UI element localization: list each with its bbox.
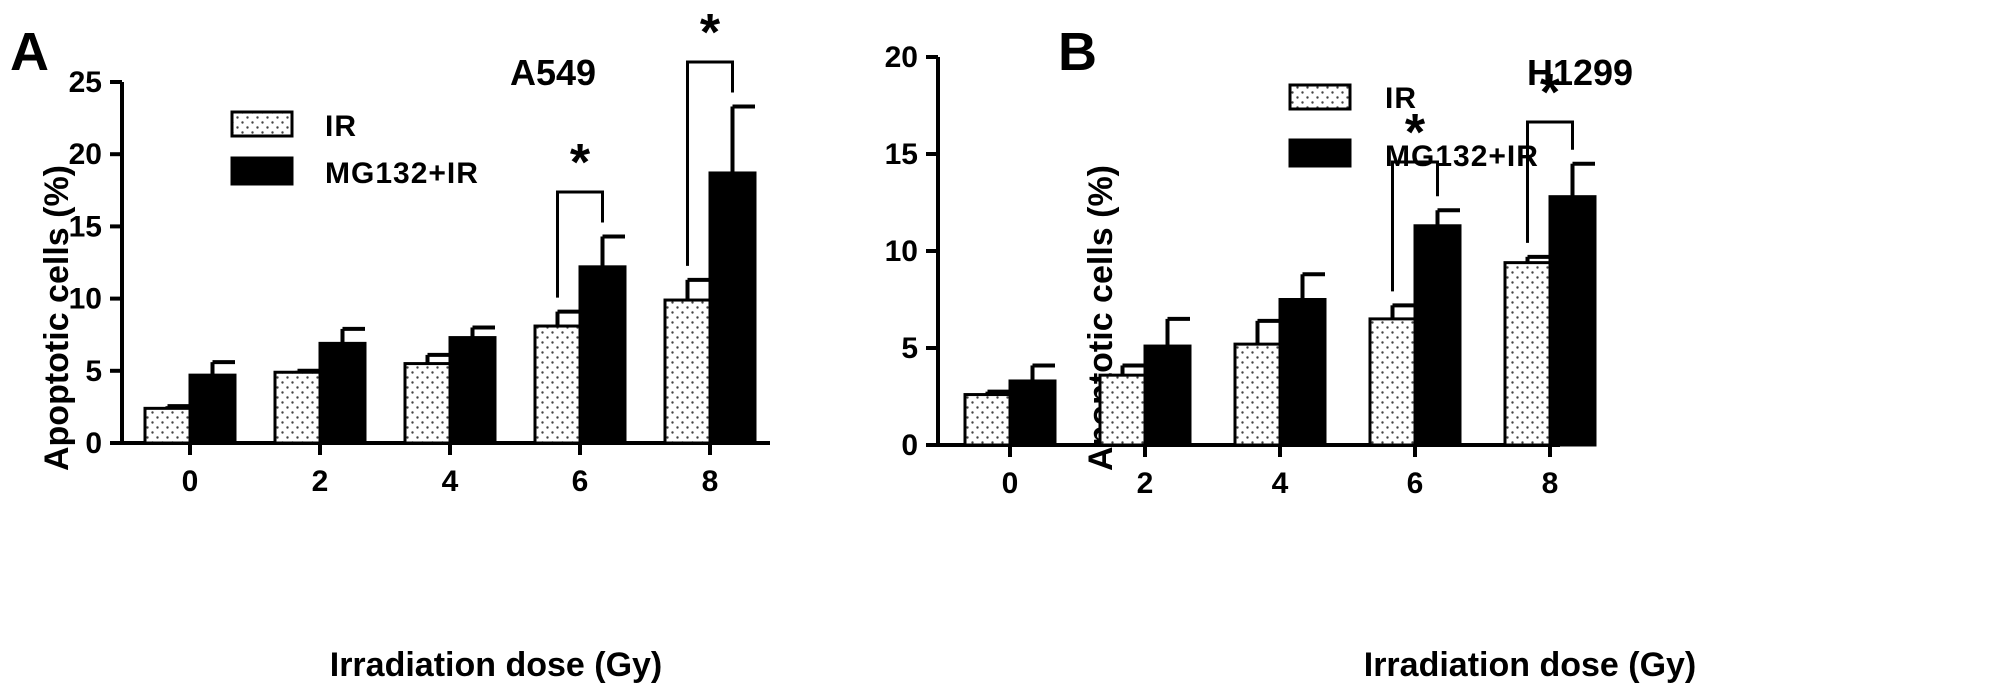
plot-area-b: 0 5 10 15 20 0 2 4 6 8 * * [885,41,1597,500]
bar-ir-b [1233,342,1282,447]
significance-star-b: * [1405,104,1426,162]
bar-ir-a [403,362,452,445]
y-tick-label-b: 5 [901,332,918,365]
x-tick-label-b: 0 [1002,467,1019,500]
plot-area-a: 0 5 10 15 20 25 0 2 4 6 8 * * [69,4,770,498]
y-axis-label-a: Apoptotic cells (%) [38,165,76,471]
chart-title-b: H1299 [1527,52,1633,93]
legend-label-mg132-a: MG132+IR [325,157,479,190]
y-tick-label-a: 5 [85,355,102,388]
x-tick-label-b: 6 [1407,467,1424,500]
y-tick-label-b: 15 [885,138,918,171]
significance-star-a: * [700,4,721,62]
bar-ir-b [963,393,1012,447]
significance-bracket-a [686,60,734,266]
bar-ir-b [1368,317,1417,447]
x-axis-label-b: Irradiation dose (Gy) [1364,646,1697,684]
bar-ir-b [1503,261,1552,447]
legend-swatch-ir-b [1288,83,1352,111]
significance-star-b: * [1540,64,1561,122]
chart-title-a: A549 [510,52,596,93]
x-tick-label-a: 0 [182,465,199,498]
legend-label-ir-a: IR [325,110,357,143]
bar-mg132-b [1548,195,1597,447]
bar-mg132-a [708,171,757,445]
y-tick-label-b: 20 [885,41,918,74]
chart-panel-b: B H1299 Apoptotic cells (%) Irradiation … [885,22,1697,684]
legend-swatch-mg132-a [230,156,294,186]
panel-label-a: A [10,22,49,82]
x-tick-label-a: 8 [702,465,719,498]
legend-swatch-mg132-b [1288,138,1352,168]
x-tick-label-b: 4 [1272,467,1289,500]
bar-mg132-a [448,336,497,445]
chart-panel-a: A A549 Apoptotic cells (%) Irradiation d… [10,4,770,684]
y-tick-label-a: 25 [69,66,102,99]
bar-mg132-a [318,341,367,445]
bar-ir-a [273,370,322,445]
x-tick-label-b: 2 [1137,467,1154,500]
bar-mg132-a [188,373,237,445]
panel-label-b: B [1058,22,1097,82]
legend-label-mg132-b: MG132+IR [1385,140,1539,173]
x-tick-label-a: 2 [312,465,329,498]
bar-ir-a [533,324,582,445]
bar-ir-a [663,298,712,445]
bar-mg132-b [1278,298,1327,447]
significance-bracket-b [1526,120,1574,243]
y-tick-label-b: 0 [901,429,918,462]
bar-mg132-a [578,265,627,445]
significance-bracket-a [556,190,604,298]
x-tick-label-a: 6 [572,465,589,498]
x-axis-label-a: Irradiation dose (Gy) [330,646,663,684]
legend-b: IR MG132+IR [1288,82,1539,173]
y-tick-label-b: 10 [885,235,918,268]
bar-mg132-b [1008,379,1057,447]
significance-star-a: * [570,134,591,192]
x-tick-label-b: 8 [1542,467,1559,500]
legend-a: IR MG132+IR [230,110,479,190]
legend-label-ir-b: IR [1385,82,1417,115]
y-tick-label-a: 0 [85,427,102,460]
x-tick-label-a: 4 [442,465,459,498]
legend-swatch-ir-a [230,110,294,138]
bar-mg132-b [1143,344,1192,447]
bar-mg132-b [1413,224,1462,447]
bar-ir-a [143,406,192,445]
y-tick-label-a: 20 [69,138,102,171]
significance-bracket-b [1391,160,1439,292]
y-tick-label-a: 10 [69,283,102,316]
y-tick-label-a: 15 [69,210,102,243]
bar-ir-b [1098,373,1147,447]
